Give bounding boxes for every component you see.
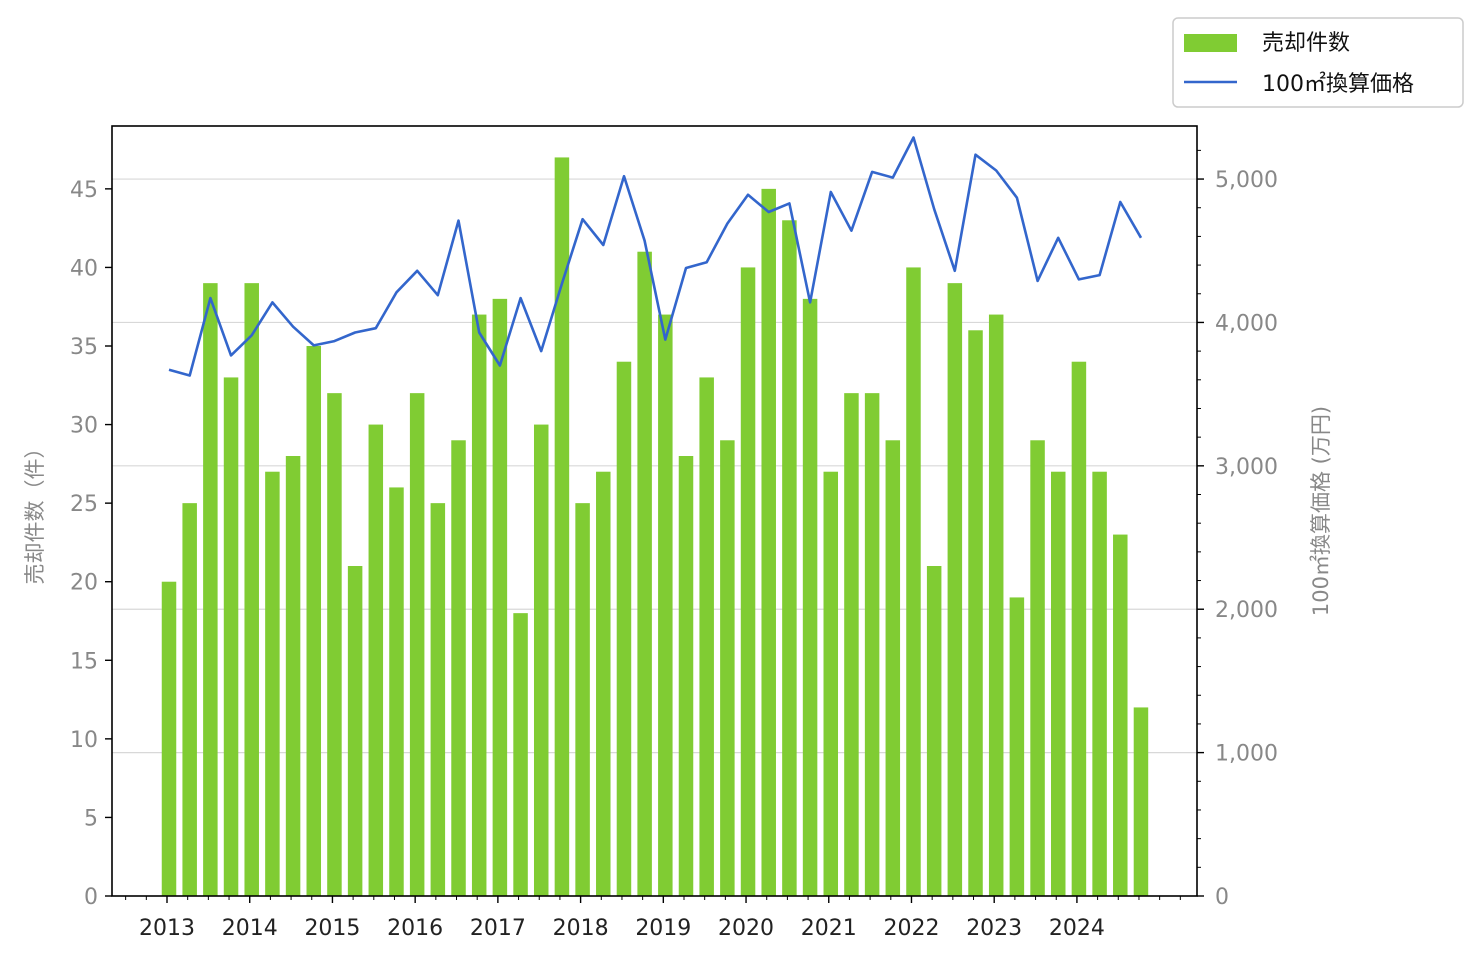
bar-6 [285,456,301,896]
bar-40 [988,314,1004,897]
bar-14 [451,440,466,896]
bar-25 [678,456,694,896]
left-tick-label-7: 35 [70,335,98,360]
bar-15 [471,314,487,897]
bar-10 [368,424,384,896]
bar-39 [968,330,983,896]
bar-42 [1030,440,1045,896]
x-tick-label-8: 2021 [801,916,857,941]
left-tick-label-1: 5 [84,806,98,831]
left-tick-label-0: 0 [84,885,98,910]
x-tick-label-9: 2022 [883,916,939,941]
left-axis-title: 売却件数（件） [23,438,47,585]
bar-43 [1050,471,1066,896]
bar-32 [823,471,839,896]
bar-41 [1009,597,1025,896]
bar-36 [906,267,921,896]
bar-38 [947,283,963,897]
bar-7 [306,346,322,896]
right-axis-title: 100㎡換算価格 (万円) [1309,406,1333,616]
bar-21 [596,471,611,896]
bar-28 [740,267,756,896]
bar-8 [327,393,342,896]
bar-24 [658,314,673,897]
left-tick-label-5: 25 [70,492,98,517]
right-y-axis: 0 1,000 2,000 3,000 4,000 5,000 [1197,149,1278,910]
right-tick-label-1: 1,000 [1215,742,1278,767]
bar-11 [389,487,404,896]
bar-31 [802,298,818,896]
bar-45 [1092,471,1107,896]
bar-1 [182,503,197,896]
left-y-axis: 0 5 10 15 20 25 30 35 40 45 [70,178,112,910]
x-tick-label-1: 2014 [222,916,278,941]
bar-26 [699,377,714,896]
bar-47 [1133,707,1149,896]
bar-29 [761,188,776,896]
bar-18 [533,424,549,896]
price-line [168,136,1143,377]
bar-13 [430,503,446,896]
legend-bar-swatch [1184,34,1237,52]
legend-bar-label: 売却件数 [1262,31,1350,56]
left-tick-label-9: 45 [70,178,98,203]
bar-2 [203,283,218,897]
legend-line-label: 100㎡換算価格 [1262,71,1414,97]
right-tick-label-3: 3,000 [1215,455,1278,480]
x-tick-label-6: 2019 [635,916,691,941]
bar-series [161,157,1149,897]
bar-5 [265,471,280,896]
bar-30 [782,220,797,897]
bar-35 [885,440,901,896]
x-tick-label-4: 2017 [470,916,526,941]
bar-34 [864,393,880,896]
left-tick-label-6: 30 [70,414,98,439]
bar-16 [492,298,508,896]
legend-box [1172,17,1464,108]
right-tick-label-5: 5,000 [1215,168,1278,193]
x-tick-label-2: 2015 [304,916,360,941]
x-tick-label-11: 2024 [1049,916,1105,941]
bar-3 [223,377,239,896]
right-tick-label-2: 2,000 [1215,598,1278,623]
right-tick-label-0: 0 [1215,885,1229,910]
plot-frame [111,125,1198,897]
bar-37 [926,566,942,896]
legend: 売却件数 100㎡換算価格 [1172,17,1464,108]
bar-46 [1113,534,1128,896]
bar-4 [244,283,259,897]
left-tick-label-3: 15 [70,649,98,674]
x-tick-label-10: 2023 [966,916,1022,941]
right-tick-label-4: 4,000 [1215,311,1278,336]
bar-12 [409,393,425,896]
bar-0 [161,581,177,896]
x-tick-label-5: 2018 [553,916,609,941]
bar-19 [554,157,570,896]
bar-9 [347,566,363,896]
left-tick-label-4: 20 [70,571,98,596]
x-axis: 2013 2014 2015 2016 2017 2018 2019 2020 2021 2022… [125,896,1181,941]
bar-33 [844,393,859,896]
line-series [168,136,1143,377]
bar-44 [1071,361,1087,896]
x-tick-label-7: 2020 [718,916,774,941]
left-tick-label-2: 10 [70,728,98,753]
bar-22 [616,361,632,896]
left-tick-label-8: 40 [70,256,98,281]
bar-27 [720,440,735,896]
x-tick-label-3: 2016 [387,916,443,941]
bar-17 [513,613,528,896]
x-tick-label-0: 2013 [139,916,195,941]
bar-23 [637,251,652,896]
bar-20 [575,503,590,896]
